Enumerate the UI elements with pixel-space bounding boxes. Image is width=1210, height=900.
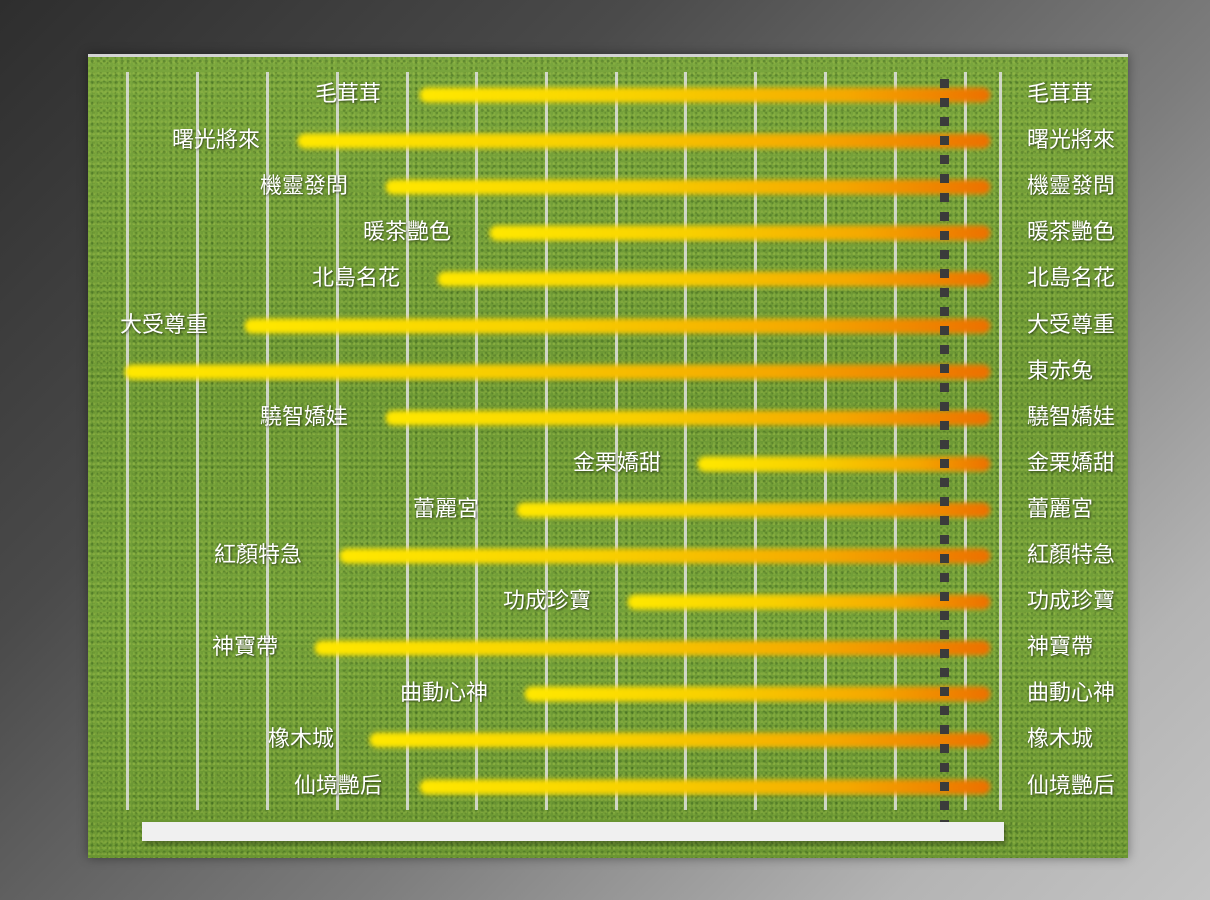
gridline bbox=[684, 72, 687, 810]
bar bbox=[420, 88, 990, 102]
bar-row: 神寶帶 神寶帶 bbox=[88, 628, 1128, 668]
bar-row: 曲動心神 曲動心神 bbox=[88, 674, 1128, 714]
bar bbox=[370, 733, 990, 748]
bar bbox=[386, 410, 990, 425]
bar-label-right: 橡木城 bbox=[1027, 727, 1094, 753]
bar-row: 北島名花 北島名花 bbox=[88, 259, 1128, 299]
bar bbox=[628, 595, 990, 610]
gridline bbox=[266, 72, 269, 810]
bar bbox=[698, 456, 990, 471]
gridline bbox=[336, 72, 339, 810]
gridline bbox=[964, 72, 967, 810]
bar bbox=[420, 779, 990, 794]
gridline bbox=[196, 72, 199, 810]
finish-line bbox=[940, 79, 949, 839]
bar-row: 功成珍寶 功成珍寶 bbox=[88, 582, 1128, 622]
gridline bbox=[615, 72, 618, 810]
bar bbox=[245, 318, 990, 333]
bar-label-left: 紅顏特急 bbox=[213, 543, 302, 568]
bar-row: 橡木城 橡木城 bbox=[88, 720, 1128, 760]
gridline bbox=[545, 72, 548, 810]
gridline bbox=[824, 72, 827, 810]
bar-label-right: 曲動心神 bbox=[1027, 681, 1116, 707]
bar-row: 東赤兔 bbox=[88, 352, 1128, 392]
bar-row: 毛茸茸 毛茸茸 bbox=[88, 75, 1128, 115]
bar-label-left: 神寶帶 bbox=[211, 635, 278, 661]
bar-row: 大受尊重 大受尊重 bbox=[88, 306, 1128, 346]
gridline bbox=[475, 72, 478, 810]
bar-label-right: 仙境艷后 bbox=[1027, 773, 1116, 799]
bar-label-left: 功成珍寶 bbox=[502, 589, 591, 615]
bar bbox=[315, 641, 990, 656]
bar-row: 蕾麗宮 蕾麗宮 bbox=[88, 490, 1128, 530]
bar-row: 金栗嬌甜 金栗嬌甜 bbox=[88, 444, 1128, 484]
bar-label-right: 金栗嬌甜 bbox=[1027, 450, 1116, 476]
bar bbox=[517, 502, 990, 517]
gridline bbox=[406, 72, 409, 810]
bar-row: 暖茶艷色 暖茶艷色 bbox=[88, 213, 1128, 253]
chart-field: 毛茸茸 毛茸茸 曙光將來 曙光將來 機靈發問 機靈發問 暖茶艷色 暖茶艷色 北島… bbox=[88, 54, 1128, 858]
bar-label-left: 曲動心神 bbox=[399, 681, 488, 707]
bar bbox=[340, 549, 990, 563]
bar bbox=[386, 180, 990, 195]
bar-label-right: 神寶帶 bbox=[1027, 635, 1094, 661]
bar-label-right: 機靈發問 bbox=[1027, 174, 1116, 200]
bar bbox=[125, 364, 990, 379]
bar-row: 紅顏特急 紅顏特急 bbox=[88, 536, 1128, 576]
bar-label-left: 仙境艷后 bbox=[293, 773, 382, 799]
gridline bbox=[999, 72, 1002, 810]
gridline bbox=[126, 72, 129, 810]
gridline bbox=[894, 72, 897, 810]
bar-label-right: 暖茶艷色 bbox=[1027, 220, 1116, 246]
bar-label-right: 驍智嬌娃 bbox=[1027, 404, 1116, 430]
gridline bbox=[754, 72, 757, 810]
bar-label-right: 北島名花 bbox=[1027, 266, 1116, 292]
bar-label-right: 功成珍寶 bbox=[1027, 589, 1116, 615]
bar-label-right: 大受尊重 bbox=[1027, 312, 1116, 338]
bar-label-left: 暖茶艷色 bbox=[362, 220, 451, 246]
bar-row: 仙境艷后 仙境艷后 bbox=[88, 767, 1128, 807]
bar-label-left: 驍智嬌娃 bbox=[259, 404, 348, 430]
bar-label-right: 毛茸茸 bbox=[1027, 82, 1094, 107]
bar-label-right: 曙光將來 bbox=[1027, 128, 1116, 154]
bar-row: 曙光將來 曙光將來 bbox=[88, 121, 1128, 161]
bar bbox=[298, 134, 990, 149]
bar-row: 機靈發問 機靈發問 bbox=[88, 167, 1128, 207]
bar-label-left: 毛茸茸 bbox=[314, 82, 381, 107]
bar bbox=[525, 687, 990, 702]
bar-label-left: 蕾麗宮 bbox=[412, 496, 479, 522]
bar-label-right: 東赤兔 bbox=[1027, 358, 1094, 384]
bar-label-left: 北島名花 bbox=[311, 266, 400, 292]
bar-label-right: 蕾麗宮 bbox=[1027, 496, 1094, 522]
track-baseline-bar bbox=[142, 822, 1004, 841]
bar bbox=[438, 272, 990, 287]
bar-label-left: 金栗嬌甜 bbox=[572, 450, 661, 476]
bar-label-left: 大受尊重 bbox=[119, 312, 208, 338]
bar-row: 驍智嬌娃 驍智嬌娃 bbox=[88, 398, 1128, 438]
bar-label-right: 紅顏特急 bbox=[1027, 543, 1116, 568]
bar bbox=[490, 226, 990, 241]
bar-label-left: 機靈發問 bbox=[259, 174, 348, 200]
bar-label-left: 曙光將來 bbox=[171, 128, 260, 154]
bar-label-left: 橡木城 bbox=[267, 727, 334, 753]
